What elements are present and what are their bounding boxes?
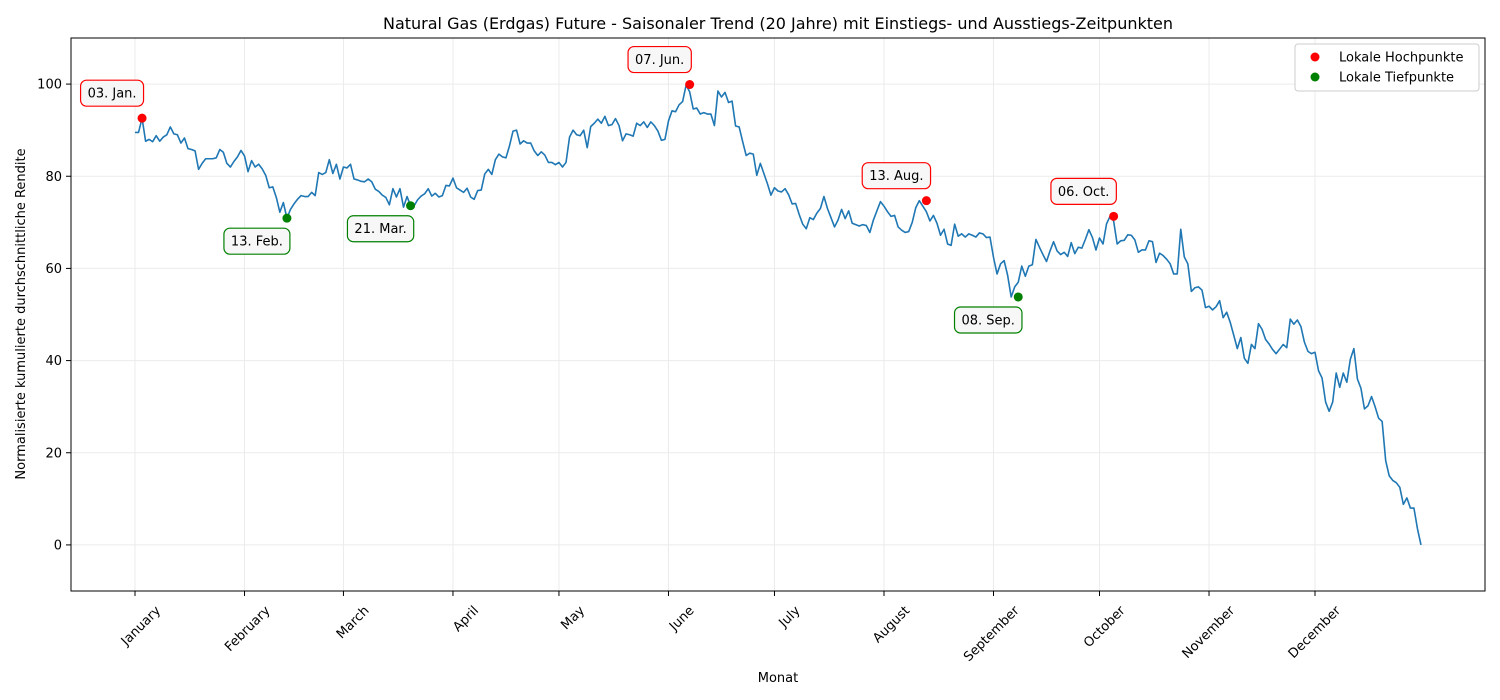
legend-label: Lokale Tiefpunkte (1339, 71, 1454, 86)
annotation-box (861, 162, 932, 190)
chart-title: Natural Gas (Erdgas) Future - Saisonaler… (383, 14, 1173, 33)
annotation-high: 03. Jan. (79, 79, 145, 107)
y-axis-title: Normalisierte kumulierte durchschnittlic… (14, 148, 29, 479)
y-tick-label: 40 (45, 354, 62, 369)
annotation-box (953, 306, 1023, 334)
annotation-box (346, 215, 415, 243)
scatter-point (282, 213, 292, 223)
series-line (135, 84, 1422, 546)
annotation-label: 06. Oct. (1058, 185, 1109, 200)
scatter-point (685, 80, 695, 90)
legend-label: Lokale Hochpunkte (1339, 51, 1463, 66)
scatter-point (1109, 211, 1119, 221)
annotation-low: 08. Sep. (953, 306, 1023, 334)
annotation-label: 13. Feb. (231, 235, 283, 250)
annotation-box (79, 79, 145, 107)
y-tick-label: 0 (54, 538, 62, 553)
annotation-high: 07. Jun. (627, 45, 692, 74)
y-axis-ticks: 0 20 40 60 80 100 (37, 78, 71, 553)
annotation-label: 21. Mar. (354, 222, 406, 237)
annotation-box (223, 227, 291, 255)
annotation-low: 13. Feb. (223, 227, 291, 255)
y-tick-label: 100 (37, 78, 62, 93)
annotations-layer: 03. Jan. 13. Feb. 21. Mar. 07. Jun. 13. Aug.… (79, 45, 1117, 334)
plot-frame (70, 37, 1486, 592)
scatter-point (406, 201, 416, 211)
legend-frame (1294, 43, 1480, 92)
annotation-box (627, 45, 692, 74)
annotation-label: 07. Jun. (635, 53, 684, 68)
annotation-high: 06. Oct. (1050, 177, 1117, 205)
annotation-label: 13. Aug. (869, 169, 923, 184)
series-layer (135, 84, 1422, 546)
annotation-label: 08. Sep. (962, 313, 1015, 328)
y-tick-label: 60 (45, 262, 62, 277)
scatter-point (921, 196, 931, 206)
annotation-label: 03. Jan. (88, 87, 137, 102)
legend-marker (1310, 52, 1320, 62)
y-tick-label: 20 (45, 446, 62, 461)
annotation-low: 21. Mar. (346, 215, 415, 243)
scatter-point (137, 113, 147, 123)
legend-marker (1310, 72, 1320, 82)
points-layer (137, 80, 1119, 302)
scatter-point (1013, 292, 1023, 302)
annotation-high: 13. Aug. (861, 162, 932, 190)
annotation-box (1050, 177, 1117, 205)
legend: Lokale Hochpunkte Lokale Tiefpunkte (1294, 43, 1480, 92)
y-tick-label: 80 (45, 170, 62, 185)
x-axis-title: Monat (758, 671, 798, 686)
grid-lines (71, 38, 1485, 591)
